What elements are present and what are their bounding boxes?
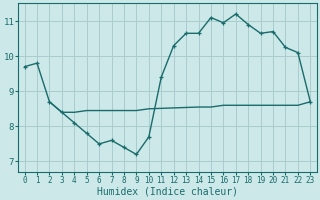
X-axis label: Humidex (Indice chaleur): Humidex (Indice chaleur): [97, 187, 238, 197]
